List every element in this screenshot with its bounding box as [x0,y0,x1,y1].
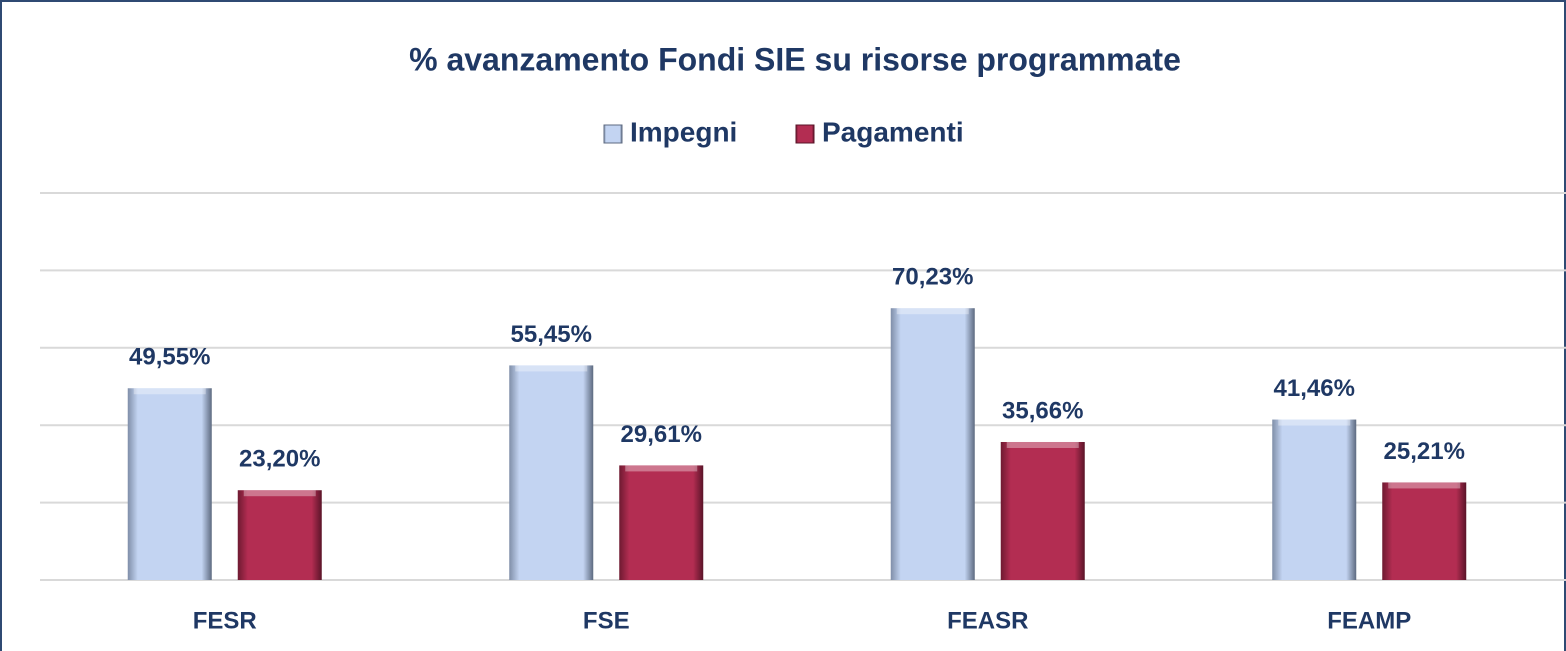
bar [127,388,212,580]
legend-marker [795,124,815,144]
bar [890,308,975,580]
bar [237,490,322,580]
bar [1272,419,1357,580]
data-label: 41,46% [1274,375,1355,402]
data-label: 29,61% [621,421,702,448]
x-tick-label: FSE [583,607,630,634]
bar-bevel [243,490,316,497]
x-tick-label: FESR [193,607,257,634]
bar-bevel [896,308,969,315]
bar-bevel [1006,441,1079,448]
chart-title: % avanzamento Fondi SIE su risorse progr… [409,41,1181,77]
x-tick-label: FEAMP [1327,607,1411,634]
legend-label: Pagamenti [822,116,964,147]
data-label: 49,55% [129,344,210,371]
bar-bevel [1388,482,1461,489]
bar [1382,482,1467,580]
bar-bevel [625,465,698,472]
data-label: 25,21% [1384,438,1465,465]
bar [619,465,704,580]
data-label: 35,66% [1002,397,1083,424]
legend-label: Impegni [630,116,737,147]
data-label: 70,23% [892,264,973,291]
bar [1000,441,1085,580]
bar-bevel [133,388,206,395]
legend-marker [603,124,623,144]
bar-bevel [515,365,588,372]
data-label: 23,20% [239,446,320,473]
x-tick-label: FEASR [947,607,1028,634]
data-label: 55,45% [511,321,592,348]
bar [509,365,594,580]
bar-bevel [1278,419,1351,426]
